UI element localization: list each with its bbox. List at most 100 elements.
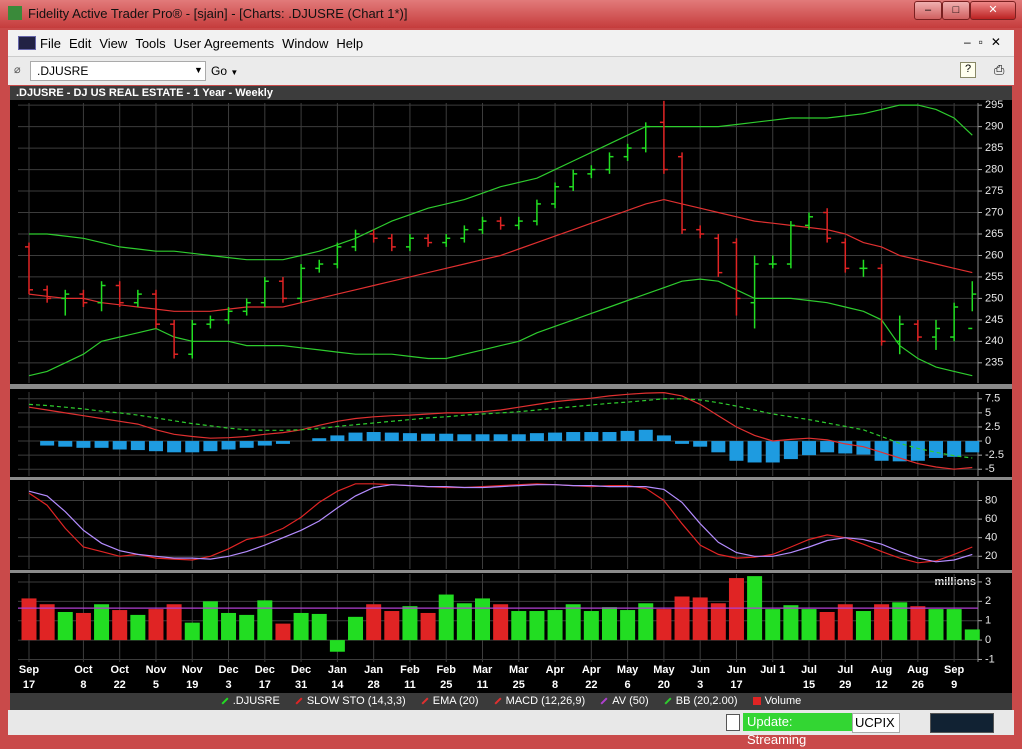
menu-bar: File Edit View Tools User Agreements Window He… xyxy=(8,30,1014,57)
volume-bar xyxy=(946,609,962,641)
macd-histogram-bar xyxy=(402,433,417,442)
y-tick-label: 290 xyxy=(985,121,1003,133)
macd-histogram-bar xyxy=(421,433,436,442)
symbol-input[interactable]: .DJUSRE xyxy=(30,61,206,81)
volume-bar xyxy=(366,604,382,641)
x-tick-label: Apr 8 xyxy=(545,664,565,691)
minimize-button[interactable]: – xyxy=(914,1,942,20)
x-tick-label: Jun 3 xyxy=(690,664,710,691)
fund-ticker[interactable]: UCPIX xyxy=(852,713,900,733)
link-icon[interactable]: ⌀ xyxy=(14,64,21,76)
macd-histogram-bar xyxy=(130,441,145,451)
symbol-dropdown[interactable]: ▼ xyxy=(194,65,203,75)
macd-histogram-bar xyxy=(874,441,889,461)
macd-histogram-bar xyxy=(239,441,254,448)
volume-bar xyxy=(75,612,91,641)
macd-histogram-bar xyxy=(493,434,508,442)
legend-label: EMA (20) xyxy=(432,695,479,707)
y-tick-label: 0 xyxy=(985,435,991,447)
maximize-button[interactable]: □ xyxy=(942,1,970,20)
streaming-status: Update: Streaming xyxy=(743,713,853,747)
macd-histogram-bar xyxy=(76,441,91,448)
stochastic-line xyxy=(28,483,973,564)
x-tick-label: Jun 17 xyxy=(726,664,747,691)
y-tick-label: 7.5 xyxy=(985,393,1000,405)
macd-histogram-bar xyxy=(167,441,182,453)
macd-histogram-bar xyxy=(820,441,835,453)
macd-histogram-bar xyxy=(729,441,744,461)
legend-glyph xyxy=(221,697,229,705)
print-button[interactable]: ⎙ xyxy=(994,62,1005,77)
legend-label: SLOW STO (14,3,3) xyxy=(306,695,406,707)
macd-histogram-bar xyxy=(675,441,690,444)
legend-glyph xyxy=(295,697,303,705)
volume-bar xyxy=(438,594,454,641)
volume-bar xyxy=(221,612,237,641)
volume-bar xyxy=(674,596,690,641)
volume-bar xyxy=(57,611,73,641)
menu-item[interactable]: Window xyxy=(282,36,329,51)
volume-bar xyxy=(855,611,871,641)
macd-histogram-bar xyxy=(185,441,200,453)
x-tick-label: Mar 25 xyxy=(508,664,529,691)
go-button[interactable]: Go ▼ xyxy=(211,64,239,78)
volume-bar xyxy=(620,610,636,641)
macd-histogram-bar xyxy=(693,441,708,447)
volume-bar xyxy=(801,609,817,641)
y-tick-label: 265 xyxy=(985,228,1003,240)
connection-indicator xyxy=(930,713,994,733)
x-tick-label: May 20 xyxy=(653,664,675,691)
volume-bar xyxy=(656,609,672,641)
legend-label: AV (50) xyxy=(612,695,649,707)
chart-title: .DJUSRE - DJ US REAL ESTATE - 1 Year - W… xyxy=(10,86,1012,100)
menu-item[interactable]: Help xyxy=(336,36,364,51)
y-tick-label: 5 xyxy=(985,407,991,419)
volume-bar xyxy=(837,604,853,641)
macd-histogram-bar xyxy=(148,441,163,452)
macd-line xyxy=(28,391,973,470)
volume-bar xyxy=(511,611,527,641)
volume-bar xyxy=(547,610,563,641)
macd-histogram-bar xyxy=(366,432,381,442)
close-button[interactable]: ✕ xyxy=(970,1,1016,20)
legend-label: MACD (12,26,9) xyxy=(505,695,586,707)
macd-histogram-bar xyxy=(330,435,345,442)
macd-histogram-bar xyxy=(856,441,871,455)
volume-bar xyxy=(583,611,599,641)
legend-item: MACD (12,26,9) xyxy=(494,695,585,707)
macd-histogram-bar xyxy=(783,441,798,460)
y-tick-label: 245 xyxy=(985,314,1003,326)
volume-bar xyxy=(239,614,255,641)
legend-item: SLOW STO (14,3,3) xyxy=(295,695,406,707)
legend-glyph xyxy=(600,697,608,705)
x-tick-label: Dec 31 xyxy=(291,664,312,691)
volume-bar xyxy=(529,611,545,641)
volume-bar xyxy=(456,603,472,641)
go-label: Go xyxy=(211,64,228,78)
y-tick-label: 3 xyxy=(985,576,991,588)
menu-item[interactable]: View xyxy=(99,36,128,51)
menu-item[interactable]: File xyxy=(40,36,61,51)
menu-item[interactable]: Edit xyxy=(68,36,92,51)
macd-histogram-bar xyxy=(40,441,55,446)
legend-item: AV (50) xyxy=(600,695,649,707)
help-button[interactable]: ? xyxy=(960,62,976,78)
y-tick-label: -1 xyxy=(985,653,995,665)
menu-item[interactable]: User Agreements xyxy=(173,36,275,51)
y-tick-label: 235 xyxy=(985,357,1003,369)
volume-bar xyxy=(964,629,980,641)
volume-bar xyxy=(420,612,436,641)
macd-histogram-bar xyxy=(112,441,127,450)
volume-bar xyxy=(130,614,146,641)
macd-histogram-bar xyxy=(312,438,327,442)
mdi-buttons[interactable]: –▫✕ xyxy=(964,35,1009,49)
legend-label: .DJUSRE xyxy=(232,695,280,707)
menu-item[interactable]: Tools xyxy=(135,36,166,51)
x-tick-label: Mar 11 xyxy=(472,664,493,691)
y-tick-label: 240 xyxy=(985,335,1003,347)
volume-bar xyxy=(692,597,708,641)
panel-separator xyxy=(10,384,1012,389)
macd-histogram-bar xyxy=(439,433,454,442)
y-tick-label: 275 xyxy=(985,185,1003,197)
